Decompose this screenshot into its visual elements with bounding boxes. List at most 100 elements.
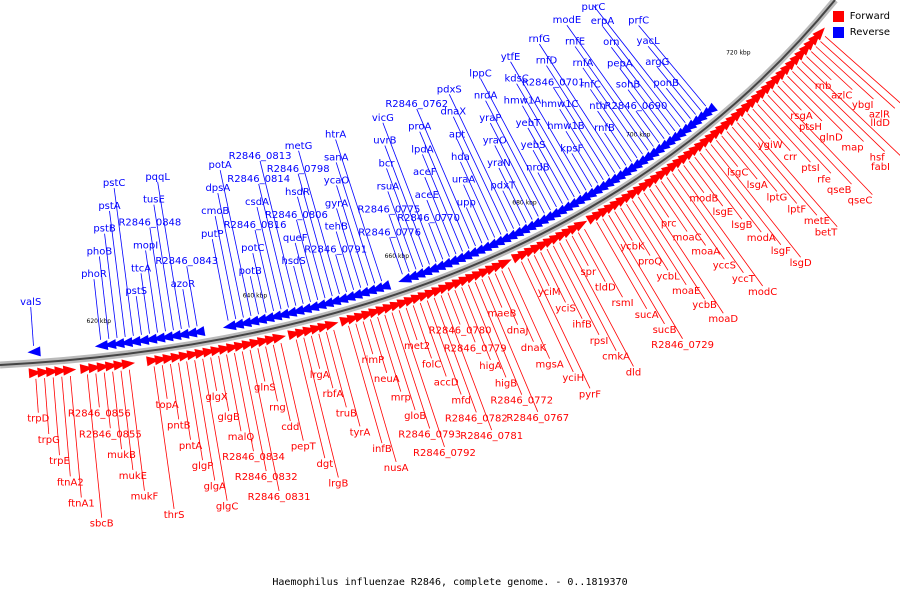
tick-label: 700 kbp xyxy=(626,131,651,138)
gene-arrow xyxy=(646,147,660,160)
gene-leader-line xyxy=(480,78,551,211)
gene-arrow xyxy=(629,158,644,171)
gene-arrow xyxy=(324,321,339,331)
gene-label: trpG xyxy=(38,435,60,446)
gene-leader-line xyxy=(782,80,823,122)
gene-arrow xyxy=(623,162,638,174)
gene-label: R2846_0762 xyxy=(385,99,448,110)
gene-label: R2846_0793 xyxy=(398,430,461,441)
gene-arrow xyxy=(175,328,190,339)
gene-label: ftnA1 xyxy=(68,498,95,509)
gene-label: ycbB xyxy=(692,300,717,311)
gene-leader-line xyxy=(194,360,216,481)
gene-label: R2846_0776 xyxy=(358,227,421,238)
gene-label: glnS xyxy=(254,382,276,393)
gene-leader-line xyxy=(234,352,254,452)
gene-leader-line xyxy=(226,354,242,432)
gene-label: thrS xyxy=(164,510,185,521)
gene-leader-line xyxy=(777,85,802,111)
legend-forward: Forward xyxy=(832,8,890,24)
gene-leader-line xyxy=(737,122,818,216)
gene-label: yacL xyxy=(637,36,661,47)
gene-label: kdsC xyxy=(504,74,528,85)
gene-label: pstC xyxy=(103,178,125,189)
gene-leader-line xyxy=(256,206,282,310)
gene-label: ftnA2 xyxy=(57,477,84,488)
gene-label: valS xyxy=(20,297,41,308)
gene-arrow xyxy=(253,313,268,324)
gene-leader-line xyxy=(424,177,457,255)
gene-leader-line xyxy=(384,314,416,411)
gene-leader-line xyxy=(507,267,550,359)
gene-arrow xyxy=(104,361,119,372)
gene-label: R2846_0856 xyxy=(68,408,131,419)
gene-arrow xyxy=(151,332,166,343)
gene-label: tyrA xyxy=(350,427,371,438)
gene-label: lpdA xyxy=(411,144,433,155)
gene-label: hda xyxy=(451,152,470,163)
gene-arrow xyxy=(276,308,290,319)
gene-leader-line xyxy=(699,152,762,233)
gene-leader-line xyxy=(140,273,150,334)
gene-label: phoR xyxy=(81,269,107,280)
gene-arrow xyxy=(79,364,94,375)
gene-label: cmoB xyxy=(201,206,229,217)
gene-label: putP xyxy=(201,229,224,240)
gene-arrow xyxy=(28,368,42,379)
gene-label: rfe xyxy=(817,174,831,185)
gene-leader-line xyxy=(533,255,550,287)
gene-label: sanA xyxy=(324,152,349,163)
gene-label: sucB xyxy=(653,325,677,336)
gene-label: queF xyxy=(283,233,308,244)
tick-label: 720 kbp xyxy=(726,49,751,56)
gene-label: lldD xyxy=(870,118,890,129)
gene-leader-line xyxy=(815,46,874,100)
gene-leader-line xyxy=(502,190,521,226)
gene-label: dld xyxy=(626,367,641,378)
gene-leader-line xyxy=(387,191,417,270)
gene-leader-line xyxy=(626,203,669,271)
gene-label: mukE xyxy=(119,471,147,482)
gene-label: R2846_0792 xyxy=(413,448,476,459)
gene-label: cmkA xyxy=(602,352,630,363)
gene-label: potC xyxy=(241,243,264,254)
gene-leader-line xyxy=(86,374,103,518)
gene-leader-line xyxy=(610,46,676,132)
gene-leader-line xyxy=(460,161,496,238)
gene-label: rnfB xyxy=(594,123,615,134)
gene-arrow xyxy=(183,327,198,338)
gene-leader-line xyxy=(377,317,402,392)
gene-leader-line xyxy=(218,355,230,412)
gene-leader-line xyxy=(369,319,388,374)
gene-leader-line xyxy=(335,162,376,284)
gene-leader-line xyxy=(660,181,706,246)
gene-leader-line xyxy=(474,281,523,395)
gene-arrow xyxy=(298,303,313,313)
gene-label: trpE xyxy=(49,456,70,467)
tick-label: 680 kbp xyxy=(512,199,537,206)
gene-label: glgX xyxy=(205,392,227,403)
gene-label: higA xyxy=(479,361,501,372)
gene-leader-line xyxy=(447,292,461,325)
gene-leader-line xyxy=(537,172,557,208)
gene-label: mukF xyxy=(131,492,159,503)
gene-leader-line xyxy=(153,366,175,510)
gene-label: gyrA xyxy=(325,198,348,209)
gene-leader-line xyxy=(655,185,688,232)
gene-label: sucA xyxy=(635,310,659,321)
gene-arrow xyxy=(111,338,125,349)
gene-label: R2846_0780 xyxy=(429,325,492,336)
gene-arrow xyxy=(327,295,342,305)
gene-label: neuA xyxy=(374,374,400,385)
gene-label: lsgD xyxy=(790,258,812,269)
gene-label: R2846_0806 xyxy=(265,210,328,221)
gene-label: R2846_0832 xyxy=(235,472,298,483)
gene-arrow xyxy=(127,336,142,346)
gene-leader-line xyxy=(552,87,610,177)
gene-leader-line xyxy=(448,94,514,229)
gene-leader-line xyxy=(608,214,683,339)
gene-label: dgt xyxy=(317,459,334,470)
gene-label: qseB xyxy=(827,185,852,196)
gene-leader-line xyxy=(398,310,445,447)
